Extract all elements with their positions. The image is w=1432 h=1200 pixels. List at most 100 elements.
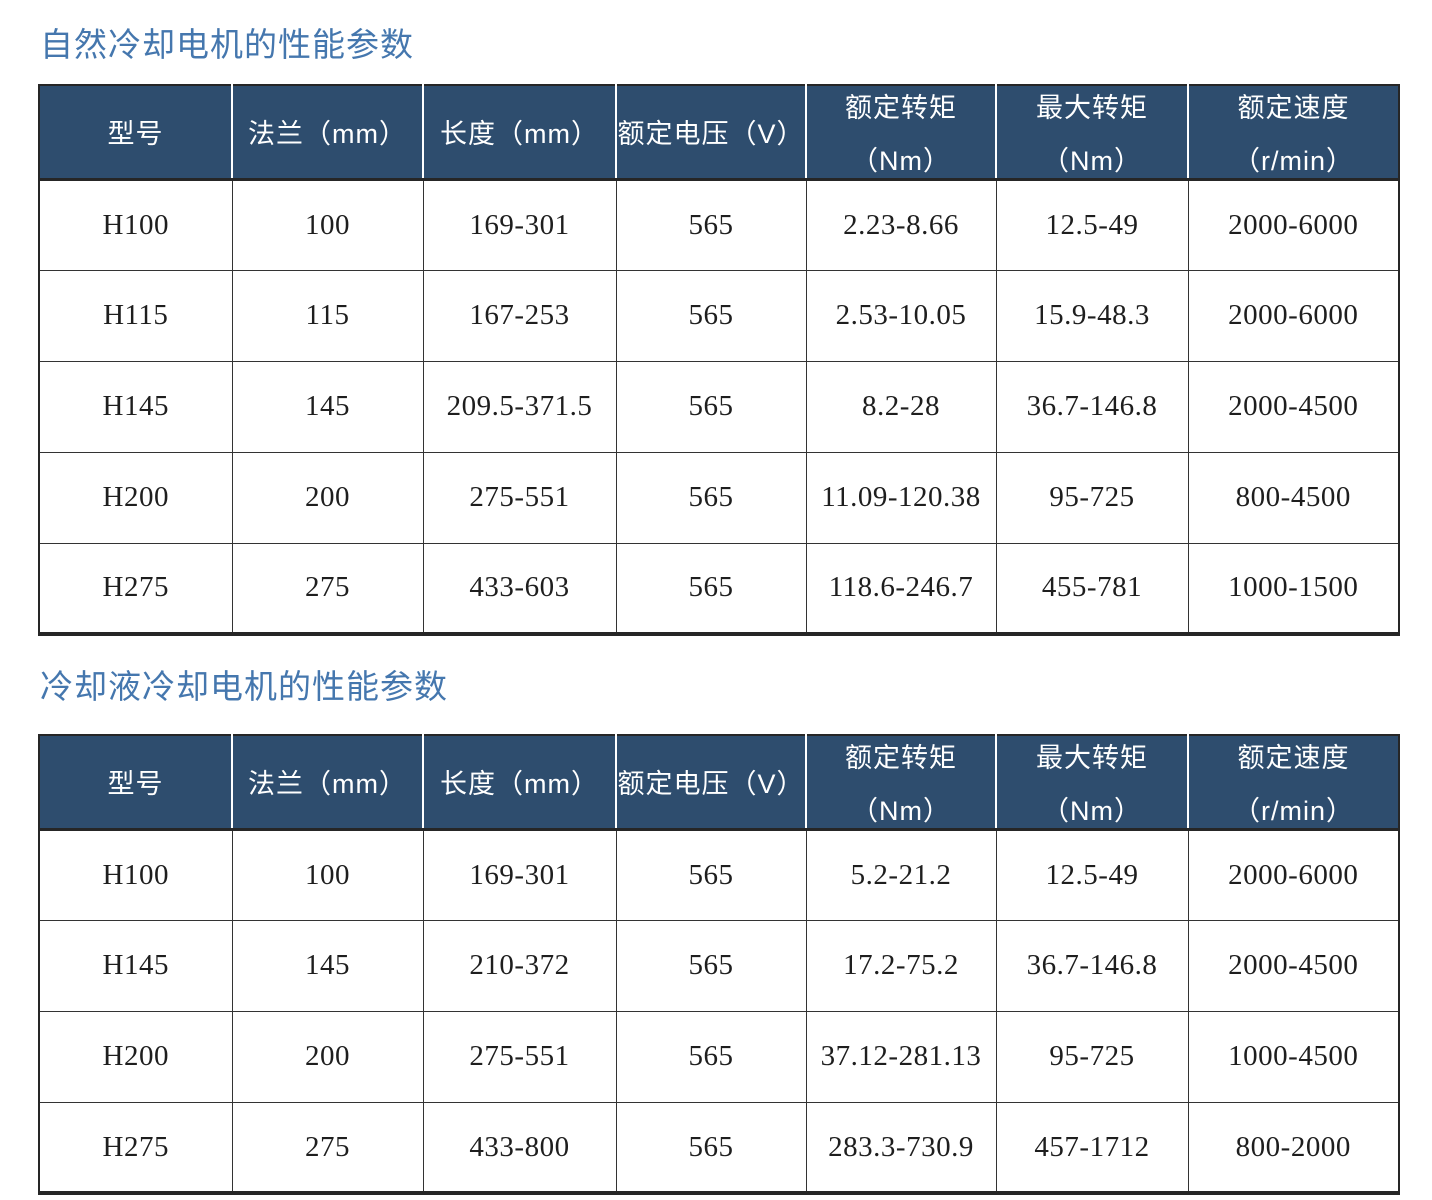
table-row: H200 200 275-551 565 11.09-120.38 95-725…: [38, 451, 1400, 544]
table-row: H200 200 275-551 565 37.12-281.13 95-725…: [38, 1010, 1400, 1103]
column-header-max-torque: 最大转矩 （Nm）: [995, 83, 1189, 181]
section-title-liquid-cooling: 冷却液冷却电机的性能参数: [40, 668, 448, 706]
cell-rated-voltage: 565: [615, 178, 807, 271]
cell-rated-torque: 2.23-8.66: [805, 178, 997, 271]
cell-length: 433-603: [422, 542, 617, 635]
cell-model: H145: [38, 360, 233, 453]
table-row: H275 275 433-800 565 283.3-730.9 457-171…: [38, 1101, 1400, 1194]
cell-max-torque: 12.5-49: [995, 828, 1189, 921]
cell-model: H200: [38, 1010, 233, 1103]
cell-length: 209.5-371.5: [422, 360, 617, 453]
table-row: H275 275 433-603 565 118.6-246.7 455-781…: [38, 542, 1400, 635]
column-header-label: 长度（mm）: [440, 119, 599, 150]
cell-flange: 145: [231, 919, 424, 1012]
column-header-label: 法兰（mm）: [248, 769, 407, 800]
cell-model: H145: [38, 919, 233, 1012]
table-row: H145 145 210-372 565 17.2-75.2 36.7-146.…: [38, 919, 1400, 1012]
column-header-label: 长度（mm）: [440, 769, 599, 800]
cell-rated-torque: 5.2-21.2: [805, 828, 997, 921]
cell-rated-torque: 17.2-75.2: [805, 919, 997, 1012]
cell-model: H100: [38, 828, 233, 921]
column-header-unit: （Nm）: [1042, 145, 1142, 176]
column-header-unit: （r/min）: [1233, 145, 1354, 176]
cell-flange: 275: [231, 1101, 424, 1194]
cell-max-torque: 95-725: [995, 451, 1189, 544]
cell-model: H275: [38, 1101, 233, 1194]
cell-flange: 115: [231, 269, 424, 362]
table-row: H100 100 169-301 565 5.2-21.2 12.5-49 20…: [38, 828, 1400, 921]
spec-table-liquid-cooling: 型号 法兰（mm） 长度（mm） 额定电压（V） 额定转矩 （Nm） 最大转矩 （N…: [38, 733, 1400, 1196]
table-body: H100 100 169-301 565 2.23-8.66 12.5-49 2…: [38, 178, 1400, 635]
column-header-rated-torque: 额定转矩 （Nm）: [805, 733, 997, 831]
cell-rated-torque: 118.6-246.7: [805, 542, 997, 635]
table-header: 型号 法兰（mm） 长度（mm） 额定电压（V） 额定转矩 （Nm） 最大转矩 （N…: [38, 83, 1400, 181]
cell-flange: 200: [231, 451, 424, 544]
table-body: H100 100 169-301 565 5.2-21.2 12.5-49 20…: [38, 828, 1400, 1194]
column-header-label: 额定转矩: [845, 92, 957, 123]
column-header-model: 型号: [38, 733, 233, 831]
cell-max-torque: 12.5-49: [995, 178, 1189, 271]
cell-max-torque: 455-781: [995, 542, 1189, 635]
cell-rated-voltage: 565: [615, 1010, 807, 1103]
cell-max-torque: 457-1712: [995, 1101, 1189, 1194]
header-row: 型号 法兰（mm） 长度（mm） 额定电压（V） 额定转矩 （Nm） 最大转矩 （N…: [38, 83, 1400, 181]
cell-length: 167-253: [422, 269, 617, 362]
cell-model: H275: [38, 542, 233, 635]
table-row: H145 145 209.5-371.5 565 8.2-28 36.7-146…: [38, 360, 1400, 453]
column-header-label: 最大转矩: [1036, 92, 1148, 123]
column-header-flange: 法兰（mm）: [231, 733, 424, 831]
column-header-label: 额定电压（V）: [617, 769, 805, 800]
column-header-length: 长度（mm）: [422, 733, 617, 831]
cell-max-torque: 95-725: [995, 1010, 1189, 1103]
column-header-label: 额定速度: [1237, 742, 1350, 773]
cell-max-torque: 15.9-48.3: [995, 269, 1189, 362]
cell-length: 210-372: [422, 919, 617, 1012]
column-header-rated-speed: 额定速度 （r/min）: [1187, 733, 1400, 831]
cell-rated-torque: 11.09-120.38: [805, 451, 997, 544]
column-header-rated-torque: 额定转矩 （Nm）: [805, 83, 997, 181]
cell-rated-voltage: 565: [615, 542, 807, 635]
column-header-flange: 法兰（mm）: [231, 83, 424, 181]
column-header-label: 型号: [107, 119, 164, 150]
cell-rated-speed: 2000-6000: [1187, 178, 1400, 271]
cell-length: 275-551: [422, 451, 617, 544]
cell-rated-speed: 800-4500: [1187, 451, 1400, 544]
column-header-unit: （Nm）: [1042, 795, 1142, 826]
column-header-label: 额定电压（V）: [617, 119, 805, 150]
header-row: 型号 法兰（mm） 长度（mm） 额定电压（V） 额定转矩 （Nm） 最大转矩 （N…: [38, 733, 1400, 831]
cell-rated-speed: 800-2000: [1187, 1101, 1400, 1194]
cell-model: H200: [38, 451, 233, 544]
cell-flange: 145: [231, 360, 424, 453]
column-header-rated-voltage: 额定电压（V）: [615, 83, 807, 181]
cell-max-torque: 36.7-146.8: [995, 360, 1189, 453]
cell-model: H115: [38, 269, 233, 362]
column-header-label: 法兰（mm）: [248, 119, 407, 150]
column-header-label: 额定转矩: [845, 742, 957, 773]
column-header-label: 额定速度: [1237, 92, 1350, 123]
cell-rated-speed: 2000-4500: [1187, 360, 1400, 453]
cell-rated-torque: 8.2-28: [805, 360, 997, 453]
section-title-natural-cooling: 自然冷却电机的性能参数: [40, 26, 414, 63]
table-header: 型号 法兰（mm） 长度（mm） 额定电压（V） 额定转矩 （Nm） 最大转矩 （N…: [38, 733, 1400, 831]
cell-flange: 200: [231, 1010, 424, 1103]
column-header-max-torque: 最大转矩 （Nm）: [995, 733, 1189, 831]
column-header-rated-speed: 额定速度 （r/min）: [1187, 83, 1400, 181]
column-header-label: 最大转矩: [1036, 742, 1148, 773]
cell-rated-torque: 283.3-730.9: [805, 1101, 997, 1194]
spec-table-natural-cooling: 型号 法兰（mm） 长度（mm） 额定电压（V） 额定转矩 （Nm） 最大转矩 （N…: [38, 83, 1400, 637]
cell-length: 275-551: [422, 1010, 617, 1103]
column-header-label: 型号: [107, 769, 164, 800]
cell-rated-speed: 1000-4500: [1187, 1010, 1400, 1103]
cell-rated-voltage: 565: [615, 451, 807, 544]
cell-max-torque: 36.7-146.8: [995, 919, 1189, 1012]
column-header-unit: （r/min）: [1233, 795, 1354, 826]
cell-rated-voltage: 565: [615, 919, 807, 1012]
cell-rated-torque: 2.53-10.05: [805, 269, 997, 362]
column-header-model: 型号: [38, 83, 233, 181]
cell-rated-speed: 2000-6000: [1187, 828, 1400, 921]
column-header-unit: （Nm）: [851, 795, 951, 826]
cell-rated-speed: 2000-4500: [1187, 919, 1400, 1012]
cell-rated-voltage: 565: [615, 828, 807, 921]
cell-rated-speed: 2000-6000: [1187, 269, 1400, 362]
